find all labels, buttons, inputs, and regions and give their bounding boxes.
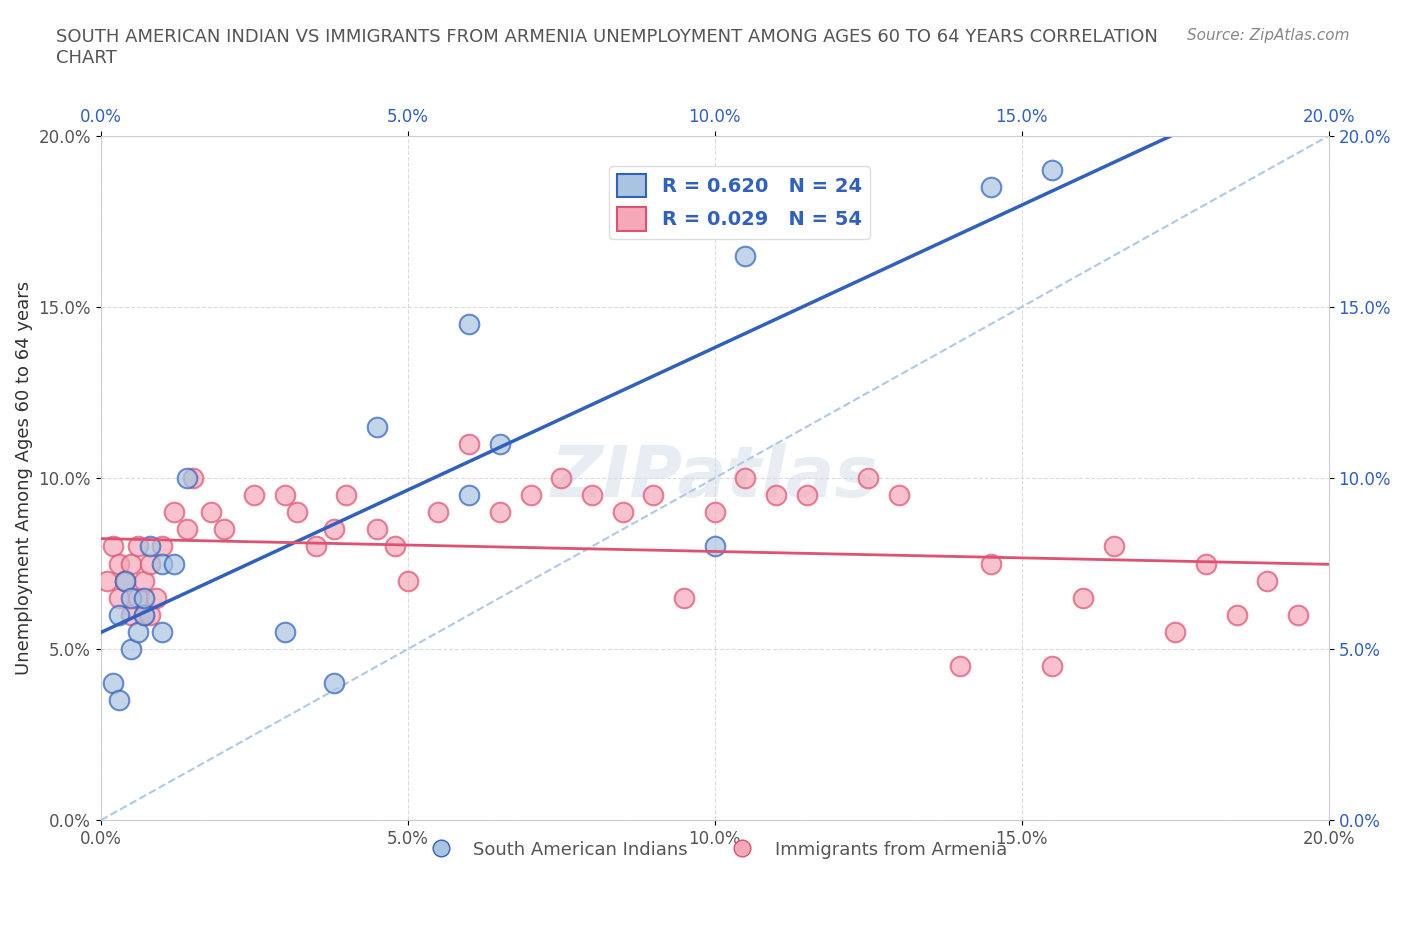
Point	[121, 591, 143, 605]
Point	[980, 179, 1002, 194]
Point	[212, 522, 235, 537]
Point	[1226, 607, 1249, 622]
Point	[1195, 556, 1218, 571]
Point	[114, 573, 136, 588]
Point	[858, 471, 880, 485]
Point	[150, 539, 173, 554]
Point	[323, 676, 346, 691]
Point	[458, 316, 481, 331]
Point	[127, 539, 149, 554]
Point	[150, 625, 173, 640]
Point	[765, 487, 787, 502]
Point	[285, 505, 308, 520]
Text: Source: ZipAtlas.com: Source: ZipAtlas.com	[1187, 28, 1350, 43]
Point	[114, 573, 136, 588]
Point	[643, 487, 665, 502]
Point	[1042, 658, 1064, 673]
Point	[274, 487, 297, 502]
Point	[108, 607, 131, 622]
Point	[550, 471, 572, 485]
Point	[734, 248, 756, 263]
Point	[366, 419, 388, 434]
Point	[1256, 573, 1278, 588]
Legend: South American Indians, Immigrants from Armenia: South American Indians, Immigrants from …	[416, 833, 1014, 866]
Y-axis label: Unemployment Among Ages 60 to 64 years: Unemployment Among Ages 60 to 64 years	[15, 281, 32, 675]
Point	[703, 505, 725, 520]
Point	[1286, 607, 1309, 622]
Point	[181, 471, 204, 485]
Point	[703, 539, 725, 554]
Point	[139, 607, 162, 622]
Point	[108, 556, 131, 571]
Point	[150, 556, 173, 571]
Point	[366, 522, 388, 537]
Point	[305, 539, 328, 554]
Point	[1071, 591, 1094, 605]
Point	[121, 607, 143, 622]
Point	[887, 487, 910, 502]
Point	[121, 556, 143, 571]
Point	[734, 471, 756, 485]
Point	[176, 522, 198, 537]
Point	[96, 573, 118, 588]
Text: ZIPatlas: ZIPatlas	[551, 444, 879, 512]
Point	[132, 591, 155, 605]
Point	[1164, 625, 1187, 640]
Point	[323, 522, 346, 537]
Point	[132, 607, 155, 622]
Point	[384, 539, 406, 554]
Point	[200, 505, 222, 520]
Point	[1102, 539, 1125, 554]
Point	[581, 487, 603, 502]
Point	[796, 487, 818, 502]
Point	[101, 676, 124, 691]
Point	[101, 539, 124, 554]
Point	[274, 625, 297, 640]
Point	[139, 556, 162, 571]
Point	[1042, 163, 1064, 178]
Point	[243, 487, 266, 502]
Point	[139, 539, 162, 554]
Point	[132, 573, 155, 588]
Point	[176, 471, 198, 485]
Point	[121, 642, 143, 657]
Point	[108, 693, 131, 708]
Point	[163, 505, 186, 520]
Point	[145, 591, 167, 605]
Point	[489, 436, 512, 451]
Text: SOUTH AMERICAN INDIAN VS IMMIGRANTS FROM ARMENIA UNEMPLOYMENT AMONG AGES 60 TO 6: SOUTH AMERICAN INDIAN VS IMMIGRANTS FROM…	[56, 28, 1159, 67]
Point	[519, 487, 541, 502]
Point	[489, 505, 512, 520]
Point	[163, 556, 186, 571]
Point	[427, 505, 450, 520]
Point	[673, 591, 696, 605]
Point	[127, 625, 149, 640]
Point	[396, 573, 419, 588]
Point	[108, 591, 131, 605]
Point	[335, 487, 357, 502]
Point	[980, 556, 1002, 571]
Point	[612, 505, 634, 520]
Point	[458, 487, 481, 502]
Point	[458, 436, 481, 451]
Point	[132, 607, 155, 622]
Point	[127, 591, 149, 605]
Point	[949, 658, 972, 673]
